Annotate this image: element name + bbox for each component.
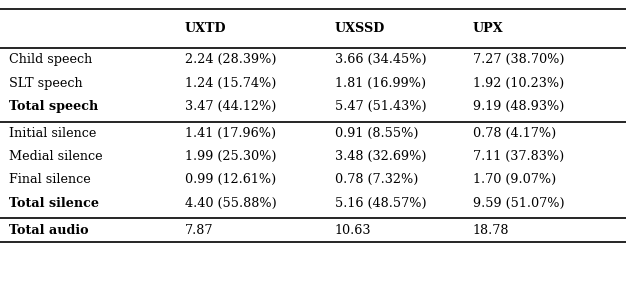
Text: Initial silence: Initial silence (9, 127, 97, 140)
Text: 5.47 (51.43%): 5.47 (51.43%) (335, 100, 426, 113)
Text: UXSSD: UXSSD (335, 22, 385, 35)
Text: 0.99 (12.61%): 0.99 (12.61%) (185, 174, 276, 186)
Text: 9.59 (51.07%): 9.59 (51.07%) (473, 197, 564, 210)
Text: 1.70 (9.07%): 1.70 (9.07%) (473, 174, 556, 186)
Text: 2.24 (28.39%): 2.24 (28.39%) (185, 53, 276, 66)
Text: 0.78 (4.17%): 0.78 (4.17%) (473, 127, 556, 140)
Text: 9.19 (48.93%): 9.19 (48.93%) (473, 100, 564, 113)
Text: 3.66 (34.45%): 3.66 (34.45%) (335, 53, 426, 66)
Text: 7.87: 7.87 (185, 224, 213, 237)
Text: Total silence: Total silence (9, 197, 100, 210)
Text: 1.24 (15.74%): 1.24 (15.74%) (185, 77, 276, 90)
Text: 1.81 (16.99%): 1.81 (16.99%) (335, 77, 426, 90)
Text: Medial silence: Medial silence (9, 150, 103, 163)
Text: UPX: UPX (473, 22, 503, 35)
Text: Child speech: Child speech (9, 53, 93, 66)
Text: 5.16 (48.57%): 5.16 (48.57%) (335, 197, 426, 210)
Text: 3.48 (32.69%): 3.48 (32.69%) (335, 150, 426, 163)
Text: UXTD: UXTD (185, 22, 226, 35)
Text: Total audio: Total audio (9, 224, 89, 237)
Text: Final silence: Final silence (9, 174, 91, 186)
Text: 10.63: 10.63 (335, 224, 371, 237)
Text: 3.47 (44.12%): 3.47 (44.12%) (185, 100, 276, 113)
Text: 7.11 (37.83%): 7.11 (37.83%) (473, 150, 564, 163)
Text: 18.78: 18.78 (473, 224, 509, 237)
Text: Total speech: Total speech (9, 100, 99, 113)
Text: 1.92 (10.23%): 1.92 (10.23%) (473, 77, 564, 90)
Text: 1.41 (17.96%): 1.41 (17.96%) (185, 127, 276, 140)
Text: SLT speech: SLT speech (9, 77, 83, 90)
Text: 1.99 (25.30%): 1.99 (25.30%) (185, 150, 276, 163)
Text: 7.27 (38.70%): 7.27 (38.70%) (473, 53, 564, 66)
Text: 0.91 (8.55%): 0.91 (8.55%) (335, 127, 418, 140)
Text: 0.78 (7.32%): 0.78 (7.32%) (335, 174, 418, 186)
Text: 4.40 (55.88%): 4.40 (55.88%) (185, 197, 277, 210)
